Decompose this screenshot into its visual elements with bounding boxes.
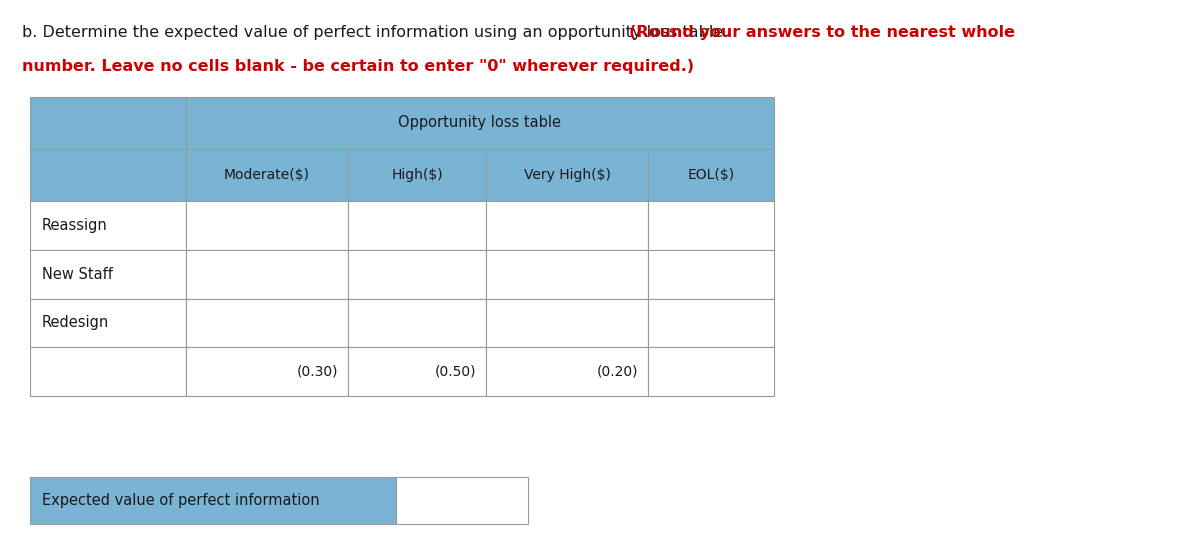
Bar [486, 347, 648, 396]
Bar [186, 299, 348, 347]
Bar [186, 201, 348, 250]
Bar [348, 201, 486, 250]
Text: High($): High($) [391, 168, 443, 182]
Bar [30, 149, 186, 201]
Bar [186, 250, 348, 299]
Bar [348, 347, 486, 396]
Bar [30, 201, 186, 250]
Bar [486, 250, 648, 299]
Text: (0.30): (0.30) [296, 364, 338, 379]
Bar [186, 149, 348, 201]
Bar [396, 477, 528, 524]
Text: Very High($): Very High($) [523, 168, 611, 182]
Text: b. Determine the expected value of perfect information using an opportunity loss: b. Determine the expected value of perfe… [22, 25, 733, 40]
Text: Redesign: Redesign [42, 315, 109, 331]
Text: (0.20): (0.20) [596, 364, 638, 379]
Bar [30, 299, 186, 347]
Bar [648, 347, 774, 396]
Bar [30, 477, 396, 524]
Bar [486, 149, 648, 201]
Text: Reassign: Reassign [42, 218, 108, 233]
Bar [648, 149, 774, 201]
Bar [186, 97, 774, 149]
Text: New Staff: New Staff [42, 267, 113, 282]
Text: (Round your answers to the nearest whole: (Round your answers to the nearest whole [629, 25, 1015, 40]
Bar [486, 201, 648, 250]
Bar [348, 250, 486, 299]
Bar [30, 347, 186, 396]
Bar [648, 299, 774, 347]
Text: EOL($): EOL($) [688, 168, 734, 182]
Bar [648, 201, 774, 250]
Bar [30, 250, 186, 299]
Text: (0.50): (0.50) [434, 364, 476, 379]
Text: number. Leave no cells blank - be certain to enter "0" wherever required.): number. Leave no cells blank - be certai… [22, 59, 694, 74]
Bar [186, 347, 348, 396]
Bar [348, 149, 486, 201]
Bar [486, 299, 648, 347]
Bar [348, 299, 486, 347]
Text: Moderate($): Moderate($) [224, 168, 310, 182]
Text: Expected value of perfect information: Expected value of perfect information [42, 493, 319, 508]
Text: Opportunity loss table: Opportunity loss table [398, 115, 562, 130]
Bar [30, 97, 186, 149]
Bar [648, 250, 774, 299]
